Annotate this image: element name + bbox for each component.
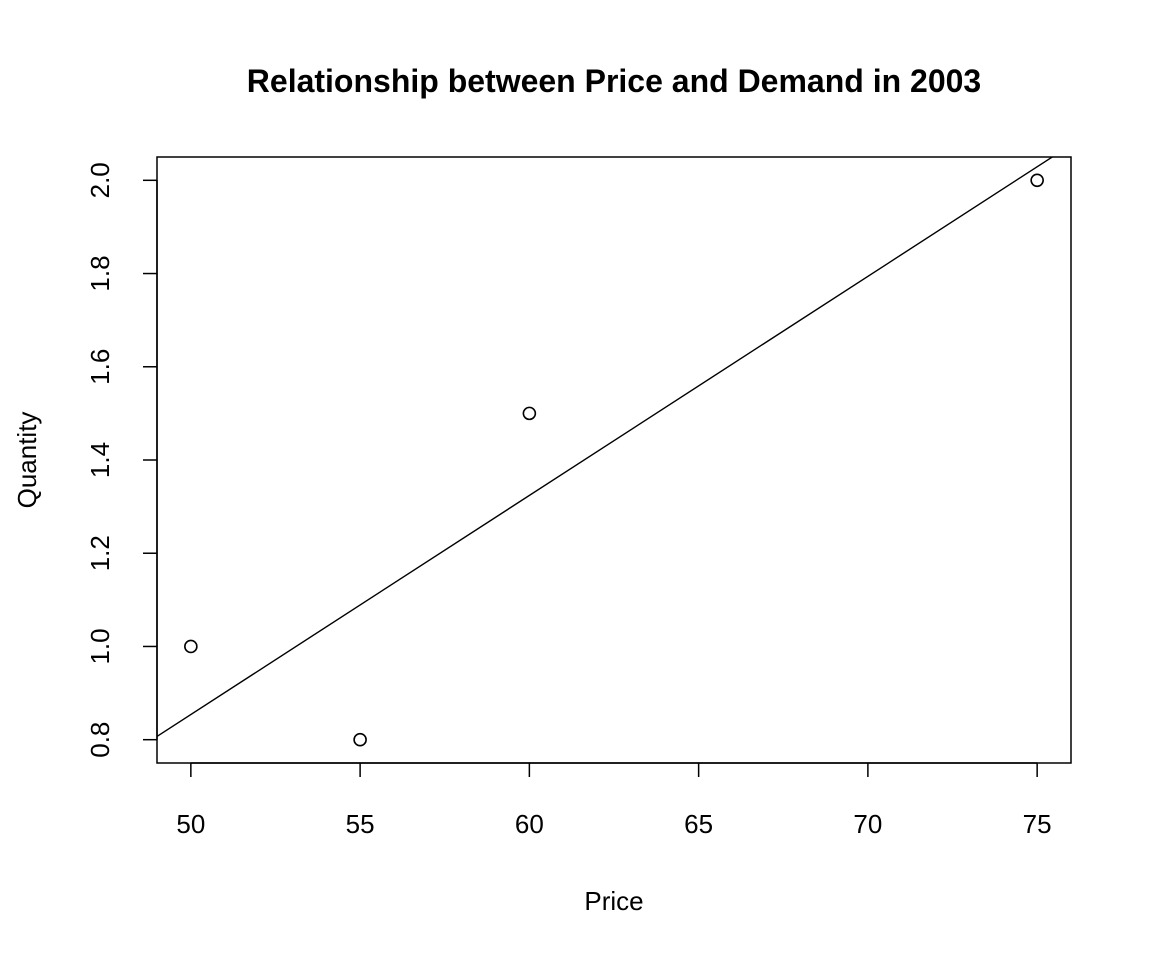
- data-point: [522, 406, 537, 421]
- y-axis: 0.8 1.0 1.2 1.4 1.6 1.8 2.0: [85, 162, 158, 758]
- plot-frame: [156, 156, 1072, 764]
- y-tick-label: 1.8: [85, 255, 115, 291]
- x-tick-label: 65: [684, 809, 713, 839]
- x-tick-label: 60: [515, 809, 544, 839]
- data-point: [184, 639, 198, 654]
- x-tick-label: 55: [346, 809, 375, 839]
- data-point: [1030, 173, 1044, 188]
- y-axis-label: Quantity: [12, 412, 42, 509]
- y-tick-label: 0.8: [85, 722, 115, 758]
- data-point: [353, 732, 367, 747]
- y-tick-label: 2.0: [85, 162, 115, 198]
- fit-line-group: [157, 157, 1054, 738]
- y-tick-label: 1.0: [85, 628, 115, 664]
- fit-line: [157, 157, 1054, 738]
- y-tick-label: 1.6: [85, 349, 115, 385]
- x-tick-label: 75: [1023, 809, 1052, 839]
- y-tick-label: 1.2: [85, 535, 115, 571]
- chart-title: Relationship between Price and Demand in…: [247, 63, 981, 99]
- x-tick-label: 70: [853, 809, 882, 839]
- x-axis: 50 55 60 65 70 75: [176, 762, 1052, 839]
- x-tick-label: 50: [176, 809, 205, 839]
- y-tick-label: 1.4: [85, 442, 115, 478]
- x-axis-label: Price: [584, 886, 643, 916]
- points-group: [184, 173, 1044, 747]
